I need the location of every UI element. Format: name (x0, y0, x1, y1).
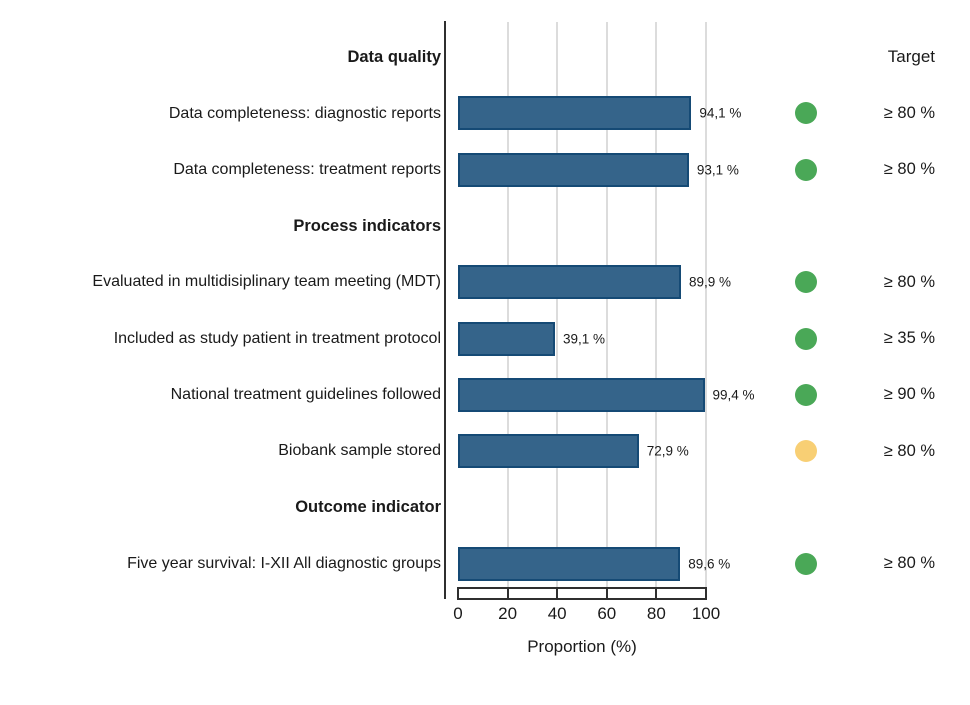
indicator-row: Data completeness: diagnostic reports 94,… (0, 85, 970, 141)
x-axis-baseline (457, 587, 707, 589)
category-header-row: Process indicators (0, 198, 970, 254)
gridline-100 (705, 22, 707, 588)
indicator-bar (458, 265, 681, 300)
indicator-label: Data completeness: treatment reports (173, 160, 441, 178)
x-tick-label-40: 40 (547, 604, 567, 623)
x-tick-label-80: 80 (646, 604, 666, 623)
gridline-60 (605, 22, 608, 588)
status-dot-green-icon (795, 383, 817, 406)
x-tick-40 (556, 587, 559, 600)
x-tick-100 (705, 587, 707, 600)
x-tick-label-0: 0 (453, 604, 463, 623)
bar-track: 93,1 % (458, 152, 739, 187)
status-dot-green-icon (795, 102, 817, 125)
x-tick-0 (457, 587, 459, 600)
status-dot-green-icon (795, 552, 817, 575)
bar-value-label: 99,4 % (712, 387, 755, 403)
bar-track: 89,6 % (458, 546, 730, 581)
x-tick-60 (605, 587, 608, 600)
x-tick-label-100: 100 (691, 604, 721, 623)
gridline-80 (655, 22, 658, 588)
indicator-bar (458, 546, 681, 581)
target-value: ≥ 80 % (883, 272, 935, 291)
status-dot-green-icon (795, 158, 817, 181)
indicator-row: Data completeness: treatment reports 93,1… (0, 142, 970, 198)
indicator-label: National treatment guidelines followed (170, 386, 441, 403)
category-header-row: Outcome indicator (0, 479, 970, 535)
indicator-bar (458, 434, 639, 469)
indicator-label: Included as study patient in treatment p… (113, 329, 441, 347)
status-dot-green-icon (795, 327, 817, 350)
category-header-label: Outcome indicator (295, 498, 441, 517)
category-axis-line (444, 21, 446, 599)
bar-value-label: 94,1 % (699, 105, 742, 121)
indicator-row: Evaluated in multidisiplinary team meeti… (0, 254, 970, 310)
bar-value-label: 93,1 % (696, 162, 739, 178)
indicator-label: Evaluated in multidisiplinary team meeti… (92, 273, 441, 291)
x-tick-label-20: 20 (498, 604, 518, 623)
x-axis-title: Proportion (%) (527, 637, 637, 656)
indicator-bar (458, 152, 689, 187)
bar-value-label: 89,6 % (688, 556, 731, 572)
indicator-row: National treatment guidelines followed 99… (0, 367, 970, 423)
bar-value-label: 39,1 % (562, 331, 605, 346)
category-header-label: Data quality (347, 47, 441, 66)
gridline-20 (506, 22, 509, 588)
x-tick-80 (655, 587, 658, 600)
indicator-bar (458, 321, 555, 356)
bar-track: 39,1 % (458, 321, 706, 356)
bar-track: 99,4 % (458, 377, 755, 412)
x-axis-ruler-line (457, 598, 707, 600)
indicator-bar (458, 377, 705, 412)
indicator-label: Biobank sample stored (278, 442, 441, 460)
indicator-label: Five year survival: I-XII All diagnostic… (127, 554, 441, 572)
bar-track: 72,9 % (458, 434, 706, 469)
target-value: ≥ 35 % (883, 329, 935, 347)
bar-value-label: 89,9 % (688, 274, 731, 290)
indicator-bar (458, 96, 692, 131)
category-header-row: Data quality (0, 29, 970, 85)
indicator-row: Five year survival: I-XII All diagnostic… (0, 536, 970, 592)
target-value: ≥ 80 % (883, 103, 935, 122)
target-value: ≥ 80 % (883, 554, 935, 573)
status-dot-yellow-icon (795, 440, 817, 463)
x-tick-20 (506, 587, 509, 600)
bar-track: 94,1 % (458, 96, 741, 131)
bar-value-label: 72,9 % (646, 443, 689, 459)
bar-track: 89,9 % (458, 265, 731, 300)
indicator-row: Biobank sample stored 72,9 % ≥ 80 % (0, 423, 970, 479)
category-header-label: Process indicators (293, 216, 441, 235)
target-value: ≥ 80 % (883, 441, 935, 460)
indicator-label: Data completeness: diagnostic reports (168, 104, 441, 122)
x-tick-label-60: 60 (597, 604, 617, 623)
target-column-header: Target (887, 47, 935, 66)
status-dot-green-icon (795, 271, 817, 294)
target-value: ≥ 80 % (883, 160, 935, 179)
gridline-40 (556, 22, 559, 588)
target-value: ≥ 90 % (883, 385, 935, 404)
indicator-row: Included as study patient in treatment p… (0, 311, 970, 367)
